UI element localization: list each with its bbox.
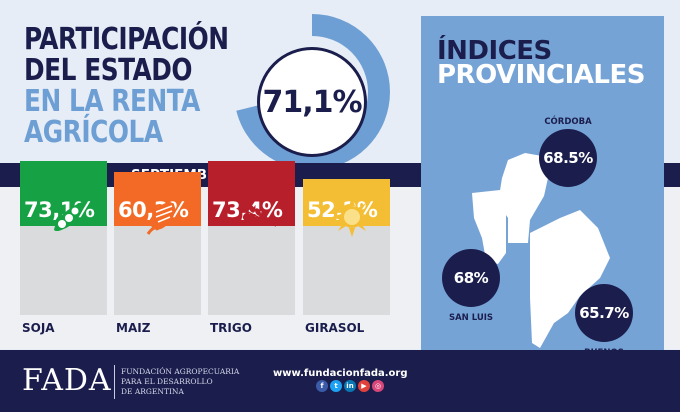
crop-value: 73,1%	[24, 198, 95, 222]
bar-background	[20, 226, 107, 315]
provinces-map	[472, 153, 610, 348]
bar-fill	[208, 161, 295, 226]
sunflower-icon	[332, 197, 372, 237]
title-line-1: PARTICIPACIÓN	[24, 22, 229, 57]
bar-background	[208, 226, 295, 315]
soybean-pod-icon	[54, 202, 84, 232]
fada-logo: FADA	[22, 363, 112, 398]
cordoba-shape	[498, 153, 548, 243]
crop-name: TRIGO	[210, 321, 252, 335]
crop-name: MAIZ	[116, 321, 151, 335]
social-icons: f t in ▶ ◎	[316, 380, 384, 392]
buenos-aires-shape	[530, 210, 610, 348]
san-luis-label: SAN LUIS	[448, 313, 494, 323]
org-name: FUNDACIÓN AGROPECUARIA PARA EL DESARROLL…	[121, 367, 240, 396]
crop-name: GIRASOL	[305, 321, 365, 335]
national-value: 71,1%	[257, 47, 367, 157]
crop-name: SOJA	[22, 321, 55, 335]
facebook-icon[interactable]: f	[316, 380, 328, 392]
national-donut-chart	[234, 14, 390, 170]
provincial-title-1: ÍNDICES	[437, 36, 552, 66]
cordoba-label: CÓRDOBA	[544, 117, 592, 127]
logo-divider	[114, 365, 115, 399]
san-luis-value: 68%	[442, 249, 500, 307]
website-link[interactable]: www.fundacionfada.org	[273, 368, 408, 379]
bar-background	[114, 226, 201, 315]
wheat-icon	[239, 202, 277, 227]
twitter-icon[interactable]: t	[330, 380, 342, 392]
bar-background	[303, 226, 390, 315]
provincial-title-2: PROVINCIALES	[437, 60, 645, 90]
instagram-icon[interactable]: ◎	[372, 380, 384, 392]
corn-cob-icon	[146, 202, 176, 235]
youtube-icon[interactable]: ▶	[358, 380, 370, 392]
buenos-aires-value: 65.7%	[575, 284, 633, 342]
title-line-2: DEL ESTADO	[24, 53, 193, 88]
cordoba-value: 68.5%	[539, 129, 597, 187]
san-luis-shape	[472, 190, 506, 264]
title-line-3: EN LA RENTA	[24, 84, 200, 119]
page-title: PARTICIPACIÓN DEL ESTADO EN LA RENTA AGR…	[24, 24, 229, 148]
title-line-4: AGRÍCOLA	[24, 115, 163, 150]
linkedin-icon[interactable]: in	[344, 380, 356, 392]
